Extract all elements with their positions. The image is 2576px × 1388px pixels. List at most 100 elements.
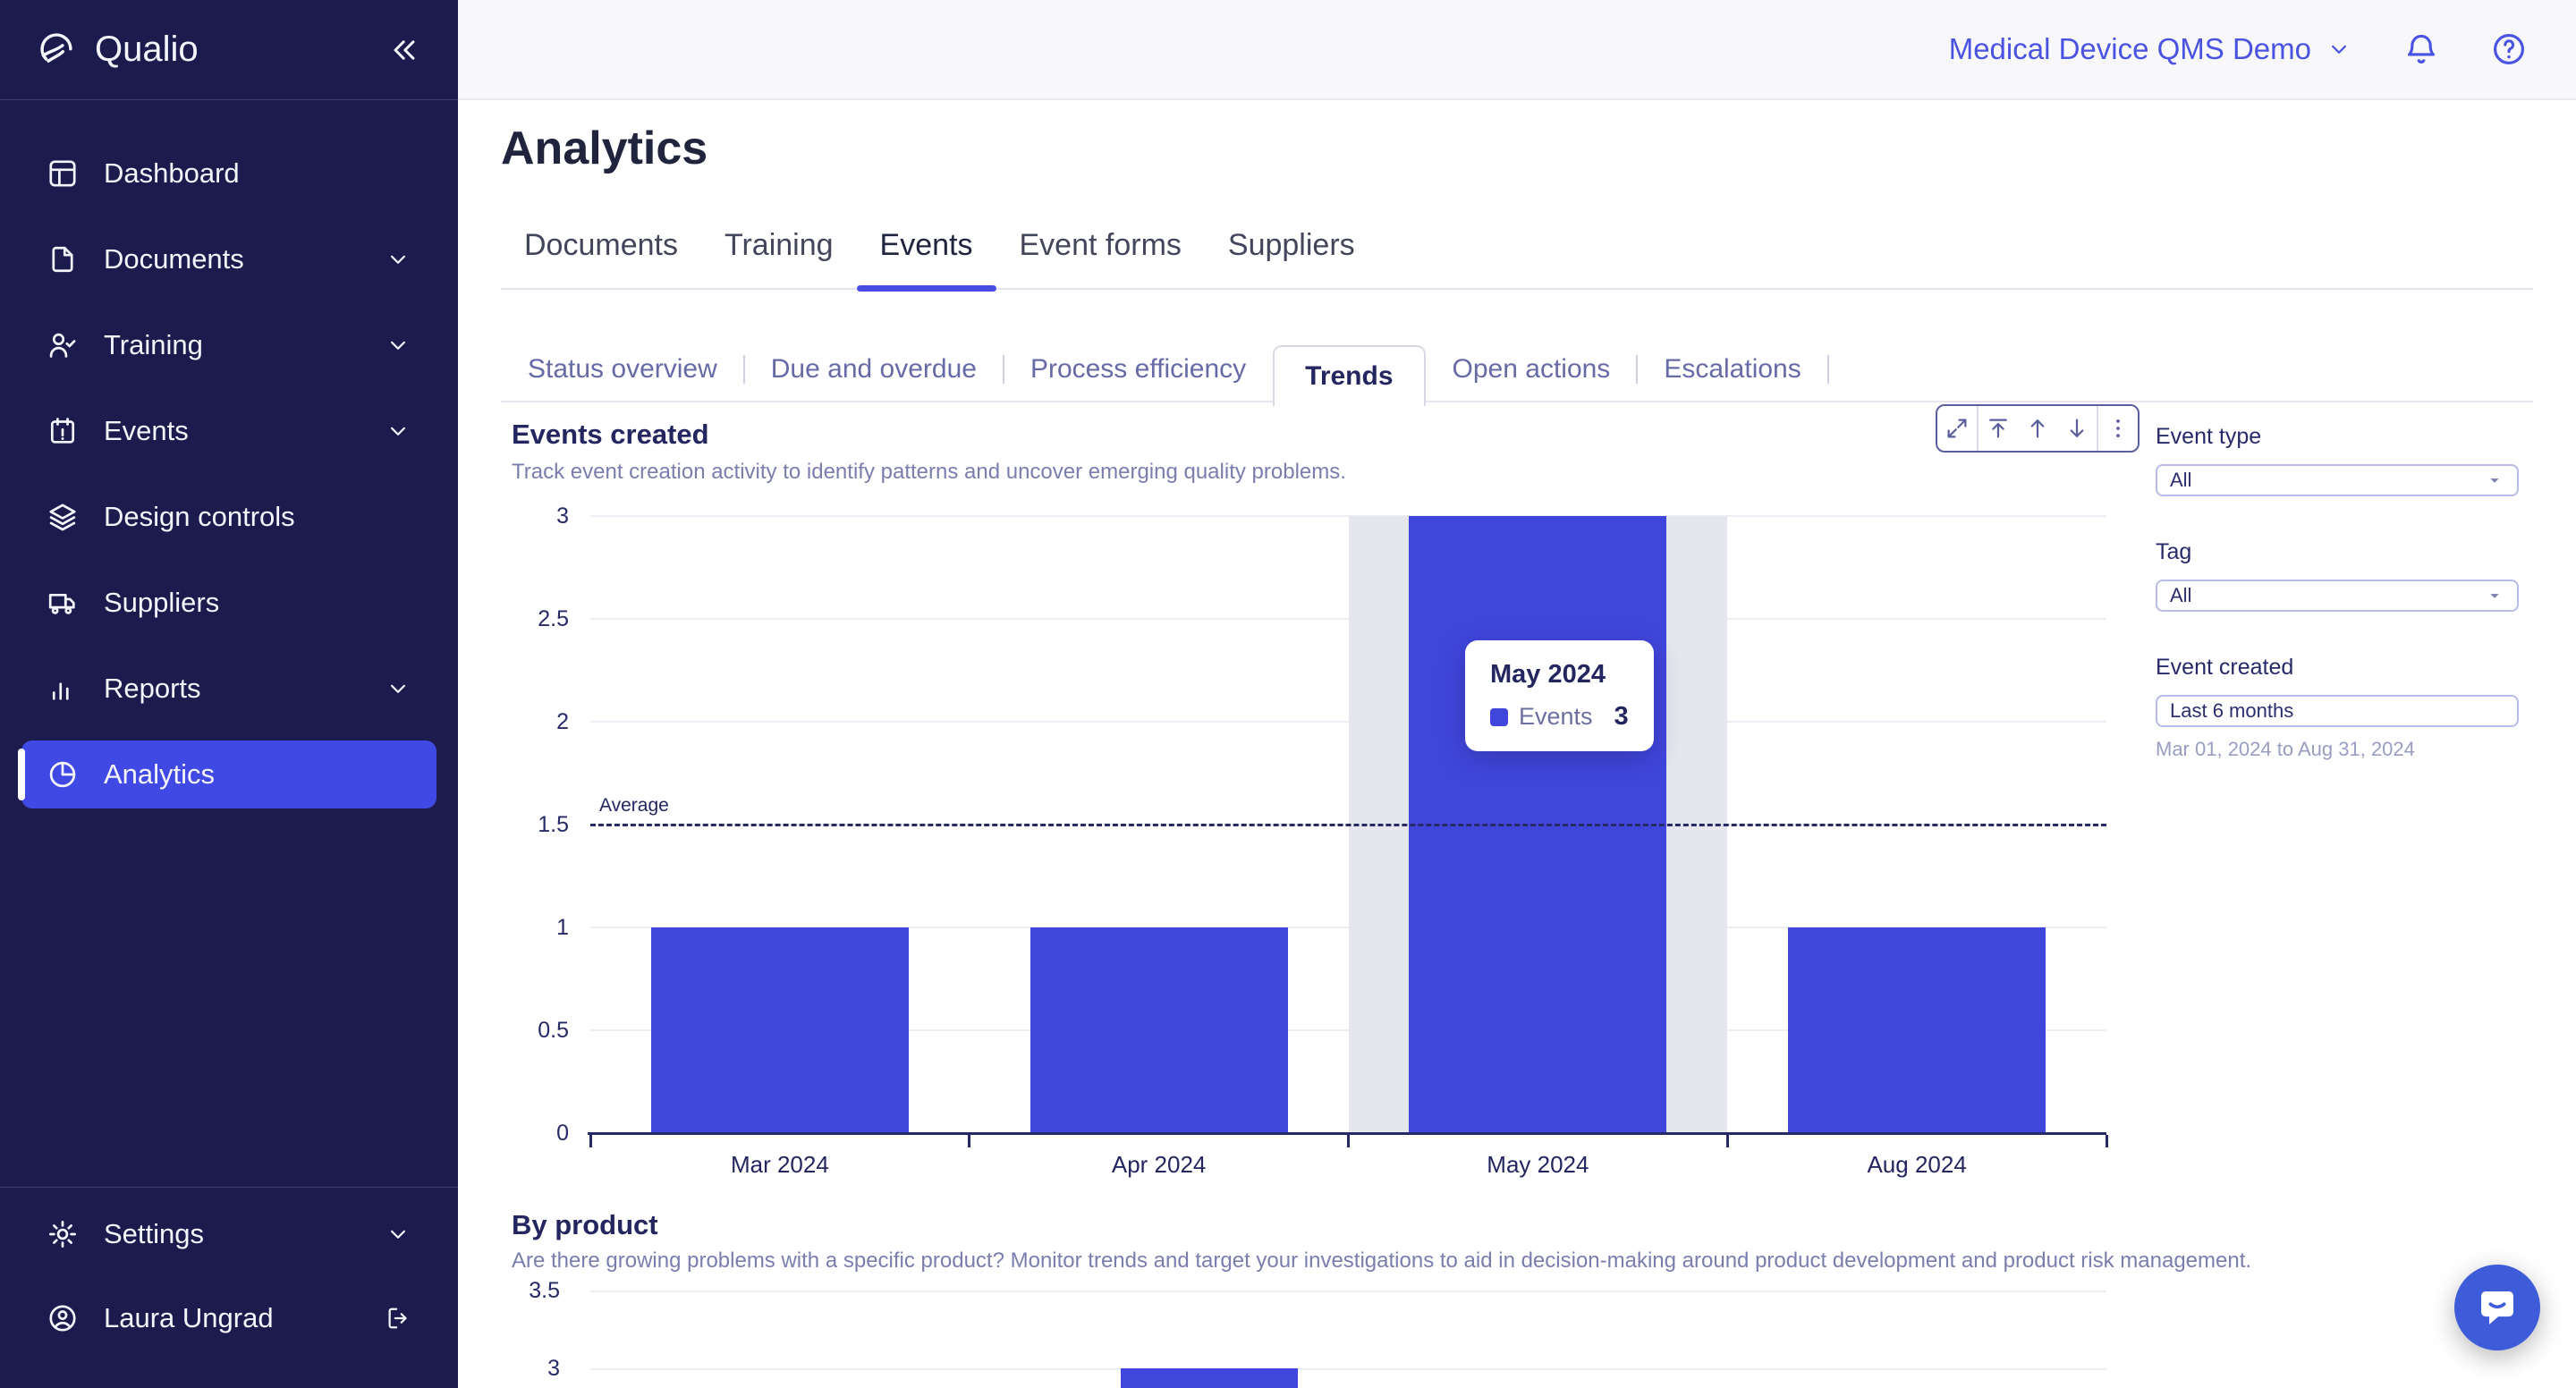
chat-bubble-icon bbox=[2473, 1283, 2521, 1332]
caret-down-icon bbox=[2485, 470, 2504, 490]
sidebar-item-training[interactable]: Training bbox=[21, 311, 436, 379]
caret-down-icon bbox=[2485, 586, 2504, 605]
arrow-up-to-line-icon[interactable] bbox=[1979, 406, 2018, 451]
x-axis-tick-label: Mar 2024 bbox=[730, 1151, 829, 1178]
brand-name: Qualio bbox=[95, 30, 199, 69]
y-axis-tick-label: 1 bbox=[556, 915, 569, 940]
bar-mar-2024[interactable] bbox=[650, 927, 909, 1133]
chart-filters: Event type All Tag All Event created Las… bbox=[2156, 424, 2519, 804]
pie-chart-icon bbox=[47, 758, 79, 791]
sidebar-item-label: Design controls bbox=[104, 501, 295, 532]
category-band-aug-2024 bbox=[1727, 516, 2106, 1133]
x-axis-tick-mark bbox=[968, 1135, 971, 1147]
bar-apr-2024[interactable] bbox=[1030, 927, 1288, 1133]
category-band-mar-2024 bbox=[590, 516, 970, 1133]
event-created-input[interactable]: Last 6 months bbox=[2156, 695, 2519, 727]
tooltip-value: 3 bbox=[1614, 702, 1629, 731]
workspace-switcher[interactable]: Medical Device QMS Demo bbox=[1949, 32, 2352, 66]
calendar-alert-icon bbox=[47, 415, 79, 447]
y-axis-tick-label: 3.5 bbox=[529, 1278, 560, 1303]
arrow-down-icon[interactable] bbox=[2057, 406, 2097, 451]
tab-suppliers[interactable]: Suppliers bbox=[1227, 228, 1355, 262]
x-axis-tick-mark bbox=[1725, 1135, 1729, 1147]
bar-partial[interactable] bbox=[1121, 1368, 1298, 1388]
gridline bbox=[590, 1368, 2106, 1370]
sidebar-item-user[interactable]: Laura Ungrad bbox=[21, 1284, 436, 1352]
document-icon bbox=[47, 243, 79, 275]
bar-aug-2024[interactable] bbox=[1788, 927, 2046, 1133]
logout-icon[interactable] bbox=[385, 1305, 411, 1332]
qualio-logo-icon bbox=[36, 30, 77, 71]
tab-event-forms[interactable]: Event forms bbox=[1019, 228, 1182, 262]
topbar: Medical Device QMS Demo bbox=[458, 0, 2576, 100]
subtab-due-and-overdue[interactable]: Due and overdue bbox=[744, 349, 1004, 390]
arrow-up-icon[interactable] bbox=[2018, 406, 2057, 451]
sidebar-item-label: Dashboard bbox=[104, 157, 240, 189]
chat-launcher-icon[interactable] bbox=[2454, 1265, 2540, 1350]
filter-label: Tag bbox=[2156, 539, 2192, 564]
chevron-down-icon bbox=[385, 332, 411, 359]
subtab-open-actions[interactable]: Open actions bbox=[1426, 349, 1638, 390]
select-value: All bbox=[2170, 584, 2192, 606]
x-axis-line bbox=[588, 1132, 2106, 1135]
notifications-bell-icon[interactable] bbox=[2402, 30, 2440, 68]
filter-event-type: Event type All bbox=[2156, 424, 2519, 496]
tag-select[interactable]: All bbox=[2156, 580, 2519, 612]
page-title: Analytics bbox=[501, 123, 708, 174]
help-icon[interactable] bbox=[2490, 30, 2528, 68]
kebab-menu-icon[interactable] bbox=[2098, 406, 2138, 451]
sidebar-item-events[interactable]: Events bbox=[21, 397, 436, 465]
sidebar-item-analytics[interactable]: Analytics bbox=[21, 741, 436, 808]
subtab-process-efficiency[interactable]: Process efficiency bbox=[1030, 354, 1247, 384]
tooltip-series: Events bbox=[1519, 703, 1593, 730]
sidebar-item-settings[interactable]: Settings bbox=[21, 1200, 436, 1268]
subtabs-divider bbox=[501, 401, 2533, 402]
filter-tag: Tag All bbox=[2156, 539, 2519, 612]
chevron-down-icon bbox=[385, 1221, 411, 1248]
sidebar-item-label: Training bbox=[104, 329, 203, 360]
sidebar-item-suppliers[interactable]: Suppliers bbox=[21, 569, 436, 637]
chevron-down-icon bbox=[385, 246, 411, 273]
chart-tooltip: May 2024 Events 3 bbox=[1465, 640, 1654, 751]
sidebar-nav: Dashboard Documents Training Events Design c… bbox=[0, 100, 458, 808]
tabs: Documents Training Events Event forms Suppli… bbox=[501, 206, 2533, 292]
chevron-down-icon bbox=[2326, 36, 2352, 63]
user-avatar-icon bbox=[47, 1302, 79, 1334]
y-axis-tick-label: 0.5 bbox=[538, 1018, 569, 1043]
x-axis-tick-label: May 2024 bbox=[1487, 1151, 1589, 1178]
tooltip-row: Events 3 bbox=[1490, 702, 1629, 732]
sidebar-item-label: Suppliers bbox=[104, 587, 220, 618]
sidebar-item-dashboard[interactable]: Dashboard bbox=[21, 140, 436, 207]
gear-icon bbox=[47, 1218, 79, 1250]
sidebar-item-label: Settings bbox=[104, 1218, 205, 1249]
sidebar-item-label: Analytics bbox=[104, 758, 216, 790]
training-icon bbox=[47, 329, 79, 361]
subtab-escalations[interactable]: Escalations bbox=[1637, 349, 1827, 390]
subtab-trends[interactable]: Trends bbox=[1273, 345, 1426, 406]
gridline bbox=[590, 1291, 2106, 1292]
y-axis-tick-label: 0 bbox=[556, 1121, 569, 1146]
sidebar-collapse-icon[interactable] bbox=[386, 32, 422, 68]
filter-label: Event created bbox=[2156, 655, 2294, 680]
sidebar-item-reports[interactable]: Reports bbox=[21, 655, 436, 723]
brand: Qualio bbox=[36, 30, 199, 71]
truck-icon bbox=[47, 587, 79, 619]
event-type-select[interactable]: All bbox=[2156, 464, 2519, 496]
subtab-status-overview[interactable]: Status overview bbox=[501, 349, 744, 390]
expand-icon[interactable] bbox=[1937, 406, 1977, 451]
chart-toolbar bbox=[1936, 404, 2140, 453]
tab-training[interactable]: Training bbox=[724, 228, 834, 262]
y-axis-tick-label: 3 bbox=[547, 1356, 560, 1381]
tab-events[interactable]: Events bbox=[856, 206, 996, 292]
sidebar-item-documents[interactable]: Documents bbox=[21, 225, 436, 293]
tooltip-title: May 2024 bbox=[1490, 660, 1606, 689]
events-created-chart: May 2024 Events 3 0 0.5 1 1.5 2 2.5 3 Mar 2024 A… bbox=[538, 504, 2108, 1178]
tab-documents[interactable]: Documents bbox=[524, 228, 678, 262]
main-content: Analytics Documents Training Events Event f… bbox=[458, 100, 2576, 1388]
y-axis-tick-label: 2 bbox=[556, 709, 569, 734]
sidebar-item-label: Documents bbox=[104, 243, 244, 275]
y-axis-tick-label: 1.5 bbox=[538, 812, 569, 837]
x-axis-tick-label: Apr 2024 bbox=[1111, 1151, 1207, 1178]
category-band-apr-2024 bbox=[970, 516, 1349, 1133]
sidebar-item-design-controls[interactable]: Design controls bbox=[21, 483, 436, 551]
